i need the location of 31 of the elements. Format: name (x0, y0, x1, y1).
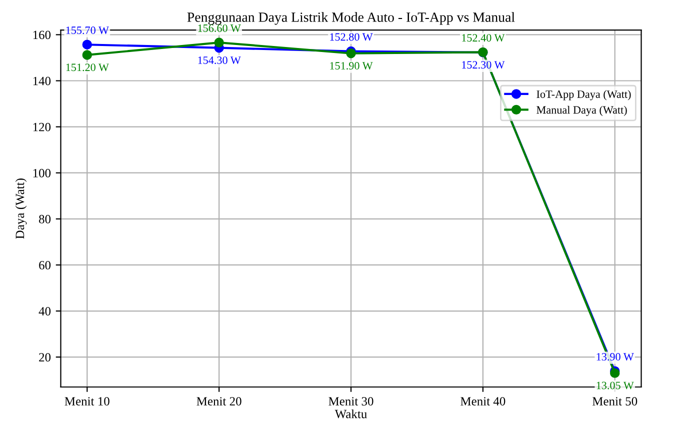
data-label: 13.05 W (596, 382, 634, 390)
y-tick-label: 100 (33, 168, 51, 178)
data-label: 155.70 W (66, 26, 109, 34)
x-tick-label: Menit 40 (460, 397, 506, 406)
x-tick-label: Menit 10 (64, 397, 110, 406)
data-label: 13.90 W (596, 353, 634, 361)
y-tick-label: 140 (33, 76, 51, 86)
data-label: 151.20 W (66, 64, 109, 72)
point (214, 38, 224, 48)
y-tick-label: 120 (33, 122, 51, 132)
x-tick-label: Menit 30 (328, 397, 374, 406)
x-axis-title: Waktu (334, 409, 367, 418)
point (82, 50, 92, 60)
data-label: 152.40 W (462, 34, 505, 42)
y-tick-label: 80 (39, 214, 51, 224)
y-axis-title: Daya (Watt) (15, 178, 27, 239)
legend-label: IoT-App Daya (Watt) (536, 90, 631, 100)
legend-label: Manual Daya (Watt) (536, 106, 627, 116)
chart-title: Penggunaan Daya Listrik Mode Auto - IoT-App vs Manual (187, 12, 515, 25)
data-label: 154.30 W (198, 56, 241, 64)
data-label: 151.90 W (330, 62, 373, 70)
y-tick-label: 60 (39, 260, 51, 270)
data-label: 156.60 W (198, 24, 241, 32)
data-label: 152.30 W (462, 61, 505, 69)
y-tick-label: 160 (33, 30, 51, 40)
x-tick-label: Menit 50 (592, 397, 638, 406)
data-label: 152.80 W (330, 33, 373, 41)
point (82, 40, 92, 50)
y-tick-label: 20 (39, 353, 51, 362)
y-tick-label: 40 (38, 307, 51, 316)
x-tick-label: Menit 20 (196, 397, 242, 406)
